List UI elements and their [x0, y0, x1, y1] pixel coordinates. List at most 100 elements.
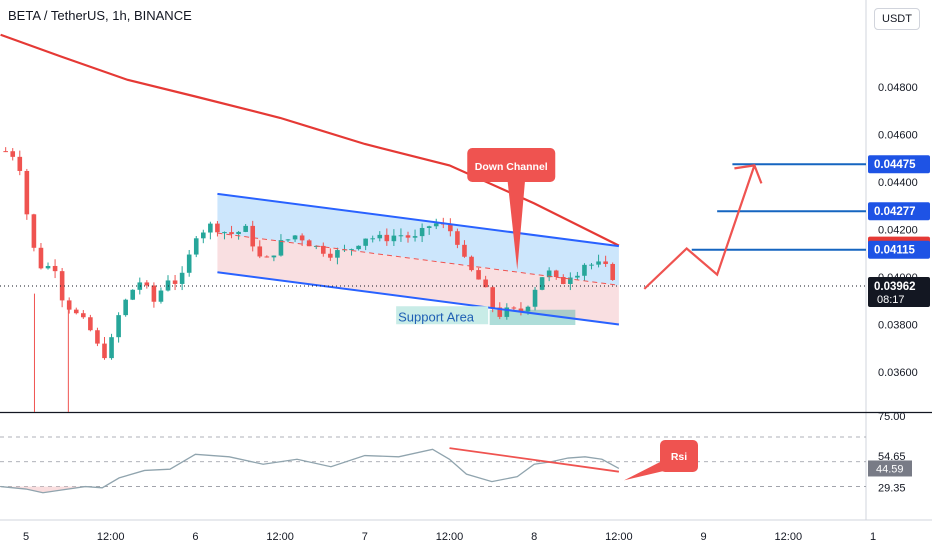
candle-body: [490, 287, 495, 308]
time-tick-label: 12:00: [436, 531, 464, 543]
candle-body: [320, 245, 326, 254]
candle-body: [560, 276, 566, 284]
time-tick-label: 5: [23, 531, 29, 543]
price-tick-label: 0.04800: [878, 82, 918, 94]
rsi-level-label: 54.65: [878, 451, 906, 463]
price-badge: [868, 155, 930, 174]
candle-body: [73, 309, 79, 314]
price-tick-label: 0.04200: [878, 225, 918, 237]
candle-body: [215, 223, 220, 233]
candle-body: [497, 307, 503, 317]
candle-body: [448, 224, 453, 232]
candle-body: [95, 330, 100, 344]
price-badge: [868, 277, 930, 308]
time-tick-label: 9: [701, 531, 707, 543]
channel-lower-line: [217, 271, 620, 326]
candle-body: [370, 238, 376, 240]
candle-body: [426, 226, 432, 228]
candle-body: [546, 270, 552, 278]
candle-body: [610, 263, 615, 280]
candle-body: [356, 245, 361, 250]
candle-body: [158, 290, 164, 302]
support-area-label: Support Area: [398, 309, 475, 324]
candle-body: [278, 240, 284, 256]
candle-body: [116, 315, 121, 338]
candle-body: [45, 265, 51, 269]
time-tick-label: 12:00: [266, 531, 294, 543]
candle-body: [455, 231, 460, 245]
candle-body: [349, 249, 354, 251]
channel-lower-fill: [217, 233, 619, 325]
candle-body: [172, 280, 178, 284]
rsi-callout: [660, 440, 698, 472]
down-channel-callout: [467, 148, 556, 182]
candle-body: [518, 308, 524, 312]
candle-body: [568, 277, 573, 284]
projection-path: [643, 165, 756, 290]
candle-body: [52, 265, 58, 272]
candle-body: [229, 232, 234, 235]
currency-button[interactable]: USDT: [874, 8, 920, 30]
channel-upper-fill: [217, 193, 619, 286]
candle-body: [299, 235, 305, 241]
rsi-level-label: 75.00: [878, 411, 906, 423]
rsi-callout-pointer: [623, 460, 668, 481]
candle-body: [539, 277, 545, 290]
candle-body: [250, 225, 256, 247]
price-badge-label: 0.04115: [874, 245, 916, 257]
candle-body: [88, 317, 93, 331]
candle-body: [532, 289, 538, 307]
price-badge-countdown: 08:17: [877, 294, 905, 306]
candle-body: [391, 235, 397, 242]
candle-body: [575, 275, 580, 278]
rsi-level-label: 29.35: [878, 482, 906, 494]
price-tick-label: 0.04600: [878, 130, 918, 142]
candle-body: [525, 306, 531, 312]
time-tick-label: 12:00: [605, 531, 633, 543]
support-area-box: [489, 309, 576, 325]
candle-body: [483, 279, 488, 288]
candle-body: [102, 343, 107, 359]
candle-body: [222, 232, 227, 234]
candle-body: [596, 261, 601, 265]
main-pane: [0, 33, 866, 412]
price-badge: [868, 240, 930, 259]
price-tick-label: 0.04400: [878, 177, 918, 189]
rsi-line: [0, 448, 620, 494]
price-tick-label: 0.03600: [878, 367, 918, 379]
time-tick-label: 8: [531, 531, 537, 543]
candle-body: [186, 254, 192, 273]
chart-title: BETA / TetherUS, 1h, BINANCE: [8, 8, 192, 23]
price-badge: [868, 202, 930, 221]
candle-body: [419, 227, 425, 237]
projection-arrowhead: [734, 164, 763, 184]
rsi-divergence-line: [449, 447, 620, 473]
candle-body: [38, 247, 44, 269]
candle-body: [165, 280, 171, 291]
candle-body: [603, 261, 608, 264]
candle-body: [271, 255, 277, 258]
moving-average-line: [0, 33, 620, 247]
channel-mid-line: [217, 232, 619, 286]
candle-body: [208, 223, 213, 233]
candle-body: [582, 264, 587, 276]
candle-body: [328, 253, 333, 258]
price-badge-label: 0.04277: [874, 206, 916, 218]
candle-body: [193, 238, 199, 255]
candle-body: [462, 244, 467, 257]
time-tick-label: 7: [362, 531, 368, 543]
candle-body: [433, 223, 439, 227]
candle-body: [151, 285, 157, 302]
candle-body: [285, 239, 291, 241]
channel-upper-line: [217, 192, 620, 248]
rsi-value-badge: [868, 460, 912, 477]
candle-body: [109, 337, 114, 359]
candle-body: [24, 170, 30, 215]
candle-body: [377, 234, 383, 239]
candle-body: [335, 250, 340, 258]
down-channel-label: Down Channel: [475, 161, 548, 173]
candle-body: [66, 300, 72, 310]
candle-body: [384, 234, 390, 242]
candle-body: [257, 246, 263, 257]
candle-body: [412, 236, 418, 238]
